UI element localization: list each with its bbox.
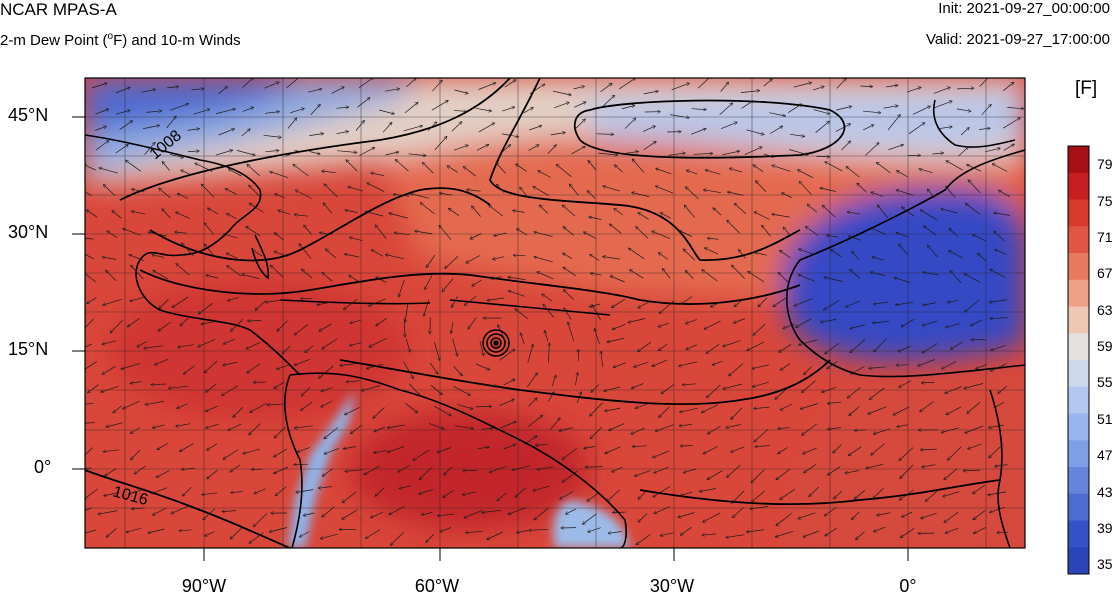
colorbar-segment [1068, 521, 1089, 548]
colorbar-label-75: 75 [1097, 193, 1113, 209]
colorbar-segment [1068, 226, 1089, 253]
colorbar-segment [1068, 494, 1089, 521]
map-plot-area: 1008 1016 [75, 73, 1026, 548]
lat-label-30n: 30°N [8, 222, 48, 243]
hurricane-eye [494, 341, 498, 345]
colorbar-label-47: 47 [1097, 447, 1113, 463]
colorbar-label-51: 51 [1097, 411, 1113, 427]
colorbar-segment [1068, 307, 1089, 334]
wind-arrow [816, 156, 830, 157]
caribbean-moist-core [110, 280, 410, 420]
colorbar-segment [1068, 440, 1089, 467]
lon-label-60w: 60°W [415, 576, 459, 597]
lat-label-15n: 15°N [8, 339, 48, 360]
lon-label-90w: 90°W [182, 576, 226, 597]
colorbar-label-79: 79 [1097, 156, 1113, 172]
lon-label-0: 0° [899, 576, 916, 597]
colorbar-label-39: 39 [1097, 520, 1113, 536]
colorbar-label-43: 43 [1097, 484, 1113, 500]
wind-arrow [585, 467, 603, 468]
lat-label-45n: 45°N [8, 105, 48, 126]
colorbar-label-71: 71 [1097, 229, 1113, 245]
colorbar-segment [1068, 467, 1089, 494]
lon-label-30w: 30°W [650, 576, 694, 597]
colorbar [1068, 146, 1089, 575]
colorbar-segment [1068, 200, 1089, 227]
lat-label-0: 0° [34, 457, 51, 478]
colorbar-label-55: 55 [1097, 374, 1113, 390]
colorbar-label-59: 59 [1097, 338, 1113, 354]
colorbar-label-35: 35 [1097, 556, 1113, 572]
colorbar-segment [1068, 387, 1089, 414]
wind-arrow [251, 469, 262, 470]
ne-atlantic-cool [580, 90, 1025, 150]
wind-arrow [476, 406, 492, 407]
colorbar-segment [1068, 414, 1089, 441]
colorbar-segment [1068, 173, 1089, 200]
colorbar-unit: [F] [1075, 78, 1097, 100]
hurricane-circulation [483, 330, 509, 356]
colorbar-segment [1068, 146, 1089, 173]
colorbar-segment [1068, 280, 1089, 307]
colorbar-segment [1068, 253, 1089, 280]
colorbar-segment [1068, 360, 1089, 387]
colorbar-label-67: 67 [1097, 265, 1113, 281]
wind-arrow [921, 382, 934, 383]
colorbar-segment [1068, 547, 1089, 574]
colorbar-label-63: 63 [1097, 302, 1113, 318]
colorbar-segment [1068, 333, 1089, 360]
